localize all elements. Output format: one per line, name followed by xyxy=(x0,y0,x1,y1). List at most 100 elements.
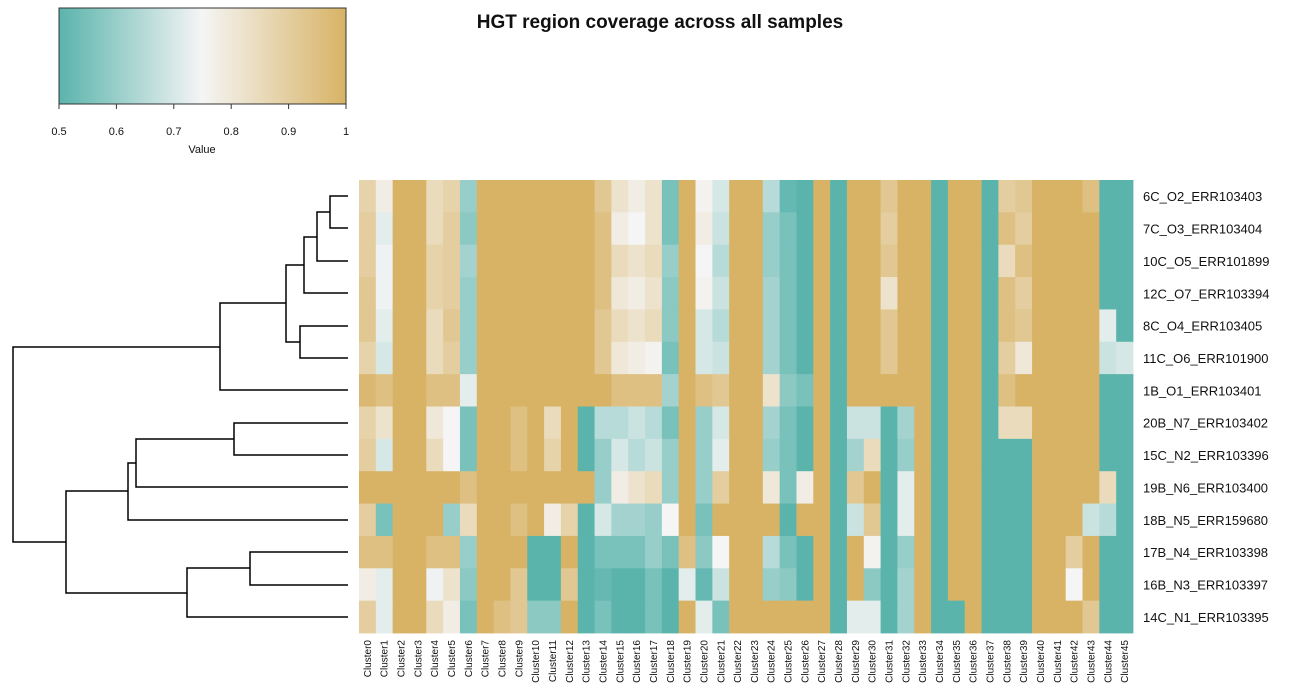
heatmap-cell xyxy=(729,277,747,310)
heatmap-cell xyxy=(729,341,747,375)
heatmap-cell xyxy=(611,244,629,278)
heatmap-cell xyxy=(897,503,915,537)
column-label: Cluster15 xyxy=(615,640,626,683)
heatmap-cell xyxy=(1048,600,1067,634)
heatmap-cell xyxy=(695,309,713,343)
heatmap-cell xyxy=(729,212,747,246)
heatmap-cell xyxy=(830,471,848,504)
heatmap-cell xyxy=(1065,568,1083,602)
heatmap-cell xyxy=(1065,438,1083,472)
row-label: 18B_N5_ERR159680 xyxy=(1143,513,1268,528)
heatmap-cell xyxy=(998,374,1016,407)
heatmap-cell xyxy=(645,374,663,407)
heatmap-cell xyxy=(813,180,831,213)
heatmap-cell xyxy=(359,438,377,472)
heatmap-cell xyxy=(863,438,882,472)
heatmap-cell xyxy=(560,244,579,278)
heatmap-cell xyxy=(1082,309,1100,343)
heatmap-cell xyxy=(409,277,427,310)
heatmap-cell xyxy=(1048,180,1067,213)
heatmap-cell xyxy=(493,341,511,375)
heatmap-cell xyxy=(426,244,444,278)
heatmap-cell xyxy=(695,341,713,375)
column-label: Cluster13 xyxy=(582,640,593,683)
heatmap-cell xyxy=(426,471,444,504)
colorbar-label: Value xyxy=(188,144,215,156)
heatmap-cell xyxy=(914,535,932,569)
column-label: Cluster33 xyxy=(918,640,929,683)
heatmap-cell xyxy=(1082,244,1100,278)
heatmap-cell xyxy=(678,244,696,278)
heatmap-cell xyxy=(544,244,562,278)
row-label: 7C_O3_ERR103404 xyxy=(1143,222,1262,237)
heatmap-cell xyxy=(645,568,663,602)
heatmap-cell xyxy=(746,309,764,343)
heatmap-cell xyxy=(459,212,478,246)
heatmap-cell xyxy=(762,535,781,569)
heatmap-cell xyxy=(1065,341,1083,375)
heatmap-cell xyxy=(645,503,663,537)
heatmap-cell xyxy=(964,503,982,537)
row-label: 15C_N2_ERR103396 xyxy=(1143,448,1269,463)
column-label: Cluster34 xyxy=(935,640,946,683)
row-label: 8C_O4_ERR103405 xyxy=(1143,319,1262,334)
heatmap-cell xyxy=(1082,600,1100,634)
heatmap-cell xyxy=(493,277,511,310)
heatmap-cell xyxy=(359,374,377,407)
heatmap-cell xyxy=(661,600,680,634)
heatmap-cell xyxy=(729,503,747,537)
heatmap-cell xyxy=(1116,277,1134,310)
heatmap-cell xyxy=(678,406,696,440)
heatmap-cell xyxy=(510,438,528,472)
heatmap-cell xyxy=(645,277,663,310)
heatmap-cell xyxy=(527,535,545,569)
heatmap-cell xyxy=(426,438,444,472)
heatmap-cell xyxy=(762,600,781,634)
heatmap-cell xyxy=(611,374,629,407)
heatmap-cell xyxy=(1065,180,1083,213)
column-label: Cluster45 xyxy=(1120,640,1131,683)
heatmap-cell xyxy=(476,180,495,213)
heatmap-cell xyxy=(476,568,495,602)
heatmap-cell xyxy=(392,600,410,634)
heatmap-cell xyxy=(746,471,764,504)
column-label: Cluster41 xyxy=(1053,640,1064,683)
heatmap-cell xyxy=(947,600,966,634)
heatmap-cell xyxy=(846,244,865,278)
heatmap-cell xyxy=(863,406,882,440)
heatmap-cell xyxy=(1116,535,1134,569)
heatmap-cell xyxy=(863,374,882,407)
column-label: Cluster7 xyxy=(481,640,492,678)
heatmap-cell xyxy=(476,244,495,278)
column-label: Cluster3 xyxy=(413,640,424,678)
heatmap-cell xyxy=(830,244,848,278)
heatmap-cell xyxy=(1048,503,1067,537)
heatmap-cell xyxy=(359,535,377,569)
heatmap-cell xyxy=(762,180,781,213)
column-label: Cluster23 xyxy=(750,640,761,683)
heatmap-cell xyxy=(746,406,764,440)
heatmap-cell xyxy=(1082,180,1100,213)
heatmap-cell xyxy=(695,471,713,504)
heatmap-cell xyxy=(426,374,444,407)
heatmap-cell xyxy=(409,374,427,407)
heatmap-cell xyxy=(947,535,966,569)
heatmap-cell xyxy=(359,406,377,440)
heatmap-cell xyxy=(1015,438,1033,472)
column-label: Cluster4 xyxy=(430,640,441,678)
heatmap-cell xyxy=(846,406,865,440)
heatmap-cell xyxy=(493,212,511,246)
heatmap-cell xyxy=(695,374,713,407)
heatmap-cell xyxy=(678,600,696,634)
heatmap-cell xyxy=(594,600,612,634)
heatmap-cell xyxy=(846,568,865,602)
heatmap-cell xyxy=(1065,212,1083,246)
heatmap-cell xyxy=(577,180,595,213)
heatmap-cell xyxy=(409,309,427,343)
heatmap-cell xyxy=(830,309,848,343)
heatmap-cell xyxy=(830,180,848,213)
heatmap-cell xyxy=(611,568,629,602)
heatmap-cell xyxy=(527,471,545,504)
heatmap-cell xyxy=(426,406,444,440)
heatmap-cell xyxy=(779,568,797,602)
